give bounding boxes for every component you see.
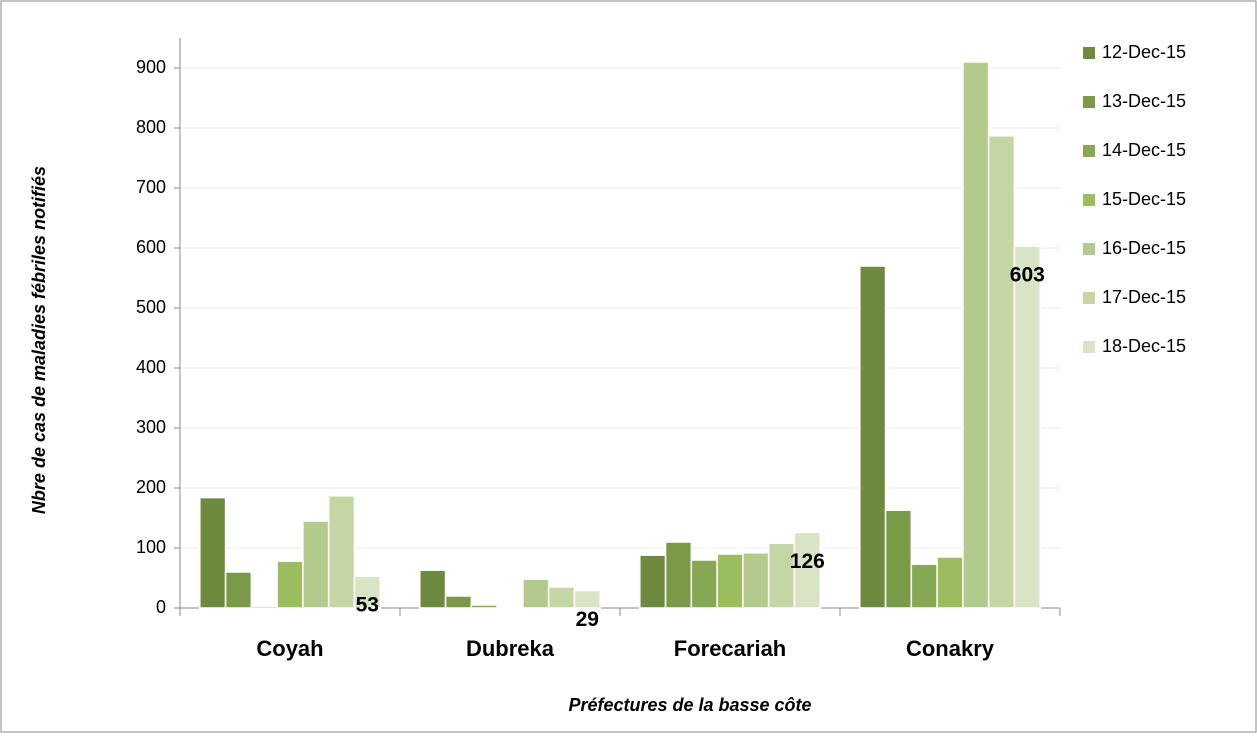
legend-swatch	[1083, 96, 1095, 108]
bar	[470, 604, 498, 609]
bar	[742, 552, 770, 609]
legend-swatch	[1083, 243, 1095, 255]
bar	[302, 520, 330, 609]
bar	[1013, 245, 1041, 609]
bar	[859, 265, 887, 609]
legend-label: 17-Dec-15	[1102, 287, 1186, 307]
bar	[250, 605, 278, 609]
y-tick-label: 200	[136, 477, 166, 497]
y-tick-label: 700	[136, 177, 166, 197]
legend-label: 12-Dec-15	[1102, 42, 1186, 62]
bar	[522, 578, 550, 609]
bar	[573, 589, 601, 609]
legend-swatch	[1083, 47, 1095, 59]
bar	[224, 571, 253, 609]
y-tick-label: 300	[136, 417, 166, 437]
bar	[276, 560, 304, 609]
y-tick-label: 0	[156, 597, 166, 617]
bar	[716, 553, 744, 609]
bar	[353, 575, 381, 609]
x-tick-label: Dubreka	[466, 636, 555, 661]
legend-swatch	[1083, 194, 1095, 206]
bar	[496, 606, 524, 609]
bar	[987, 135, 1016, 609]
bar	[690, 559, 718, 609]
bar	[936, 556, 964, 609]
legend-label: 18-Dec-15	[1102, 336, 1186, 356]
y-axis-title: Nbre de cas de maladies fébriles notifié…	[29, 166, 49, 514]
bar	[327, 495, 356, 609]
y-tick-label: 400	[136, 357, 166, 377]
x-tick-label: Coyah	[256, 636, 323, 661]
bar	[419, 569, 447, 609]
x-axis-title: Préfectures de la basse côte	[568, 695, 811, 715]
bar	[910, 563, 938, 609]
y-tick-label: 800	[136, 117, 166, 137]
data-label: 53	[356, 594, 379, 617]
x-tick-label: Forecariah	[674, 636, 787, 661]
bar	[547, 586, 576, 609]
data-label: 126	[790, 550, 825, 573]
data-label: 29	[576, 608, 599, 631]
data-label: 603	[1010, 264, 1045, 287]
legend-swatch	[1083, 145, 1095, 157]
legend-label: 13-Dec-15	[1102, 91, 1186, 111]
y-tick-label: 900	[136, 57, 166, 77]
x-tick-label: Conakry	[906, 636, 995, 661]
bar	[884, 509, 913, 609]
y-tick-label: 500	[136, 297, 166, 317]
legend-swatch	[1083, 292, 1095, 304]
bar	[639, 554, 667, 609]
legend-label: 14-Dec-15	[1102, 140, 1186, 160]
y-tick-label: 100	[136, 537, 166, 557]
bar	[793, 531, 821, 609]
bar	[664, 541, 693, 609]
bar	[199, 496, 227, 609]
legend-label: 15-Dec-15	[1102, 189, 1186, 209]
y-tick-label: 600	[136, 237, 166, 257]
legend-label: 16-Dec-15	[1102, 238, 1186, 258]
legend-swatch	[1083, 341, 1095, 353]
bar	[444, 595, 473, 609]
bar	[962, 61, 990, 609]
